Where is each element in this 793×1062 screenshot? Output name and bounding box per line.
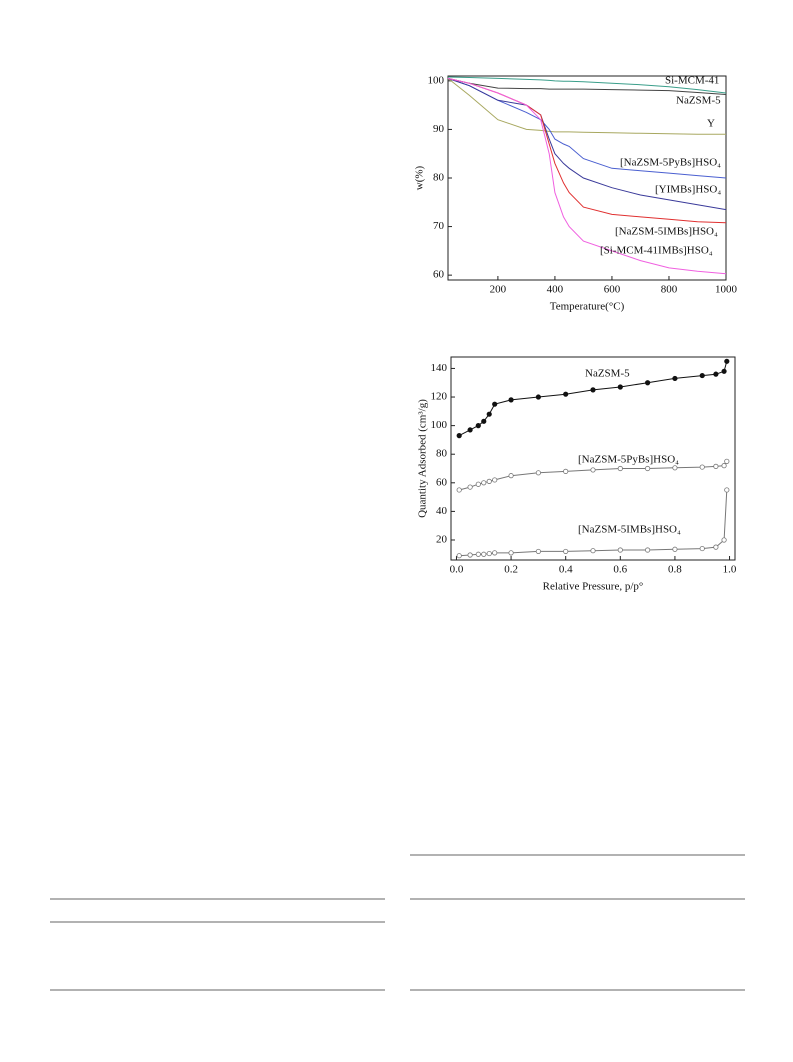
data-point xyxy=(721,368,727,374)
series-label: [NaZSM-5IMBs]HSO₄ xyxy=(578,524,681,536)
data-point xyxy=(508,473,514,479)
x-tick-label: 0.8 xyxy=(668,564,682,576)
series-label: NaZSM-5 xyxy=(585,368,630,380)
series-label: [NaZSM-5PyBs]HSO₄ xyxy=(620,157,721,169)
series-line xyxy=(459,461,728,491)
series-line xyxy=(447,77,727,179)
series-label: [YIMBs]HSO₄ xyxy=(655,184,721,196)
y-tick-label: 60 xyxy=(433,269,445,281)
series-label: [Si-MCM-41IMBs]HSO₄ xyxy=(600,245,713,257)
y-tick-label: 80 xyxy=(436,448,448,460)
data-point xyxy=(590,387,596,393)
x-tick-label: 0.2 xyxy=(504,564,518,576)
data-point xyxy=(486,550,492,557)
data-point xyxy=(492,401,498,407)
series-line xyxy=(447,78,726,135)
y-tick-label: 20 xyxy=(436,534,448,546)
series-line xyxy=(447,77,727,275)
data-point xyxy=(481,551,487,557)
data-point xyxy=(475,423,481,429)
data-point xyxy=(699,545,705,552)
y-tick-label: 60 xyxy=(436,476,448,488)
x-axis-label: Relative Pressure, p/p° xyxy=(543,581,644,593)
y-tick-label: 120 xyxy=(431,391,448,403)
data-point xyxy=(617,465,623,472)
series-line xyxy=(447,77,727,95)
data-point xyxy=(535,470,541,476)
data-point xyxy=(467,484,473,490)
data-point xyxy=(481,418,487,424)
data-point xyxy=(590,548,596,554)
data-point xyxy=(481,480,487,486)
y-tick-label: 70 xyxy=(433,220,445,232)
data-point xyxy=(467,427,473,433)
series-line xyxy=(447,77,727,211)
data-point xyxy=(492,550,498,556)
data-point xyxy=(672,465,678,471)
plot-frame xyxy=(450,356,736,561)
data-point xyxy=(672,546,678,552)
data-point xyxy=(713,544,719,550)
data-point xyxy=(724,458,730,464)
x-tick-label: 200 xyxy=(490,284,507,296)
data-point xyxy=(535,548,541,555)
series-label: [NaZSM-5IMBs]HSO₄ xyxy=(615,226,718,238)
data-point xyxy=(617,384,623,390)
data-point xyxy=(617,547,623,553)
data-point xyxy=(467,552,473,558)
series-line xyxy=(447,76,727,94)
y-tick-label: 90 xyxy=(433,123,445,135)
x-tick-label: 1000 xyxy=(715,284,738,296)
y-tick-label: 100 xyxy=(431,419,448,431)
series-label: Y xyxy=(707,118,715,130)
y-tick-label: 140 xyxy=(431,362,448,374)
data-point xyxy=(672,375,678,382)
data-point xyxy=(508,550,514,556)
data-point xyxy=(475,481,481,487)
data-point xyxy=(724,358,730,364)
data-point xyxy=(645,465,651,472)
x-tick-label: 0.6 xyxy=(613,564,627,576)
y-tick-label: 100 xyxy=(428,74,445,86)
data-point xyxy=(699,464,705,470)
data-point xyxy=(475,551,481,557)
data-point xyxy=(492,477,498,483)
data-point xyxy=(645,547,651,553)
series-label: Si-MCM-41 xyxy=(665,75,719,87)
data-point xyxy=(486,411,492,417)
data-point xyxy=(456,553,462,559)
x-tick-label: 600 xyxy=(604,284,621,296)
data-point xyxy=(721,463,727,469)
data-point xyxy=(486,478,492,484)
data-point xyxy=(645,380,651,386)
x-tick-label: 400 xyxy=(547,284,564,296)
y-axis-label: w(%) xyxy=(414,165,426,190)
data-point xyxy=(563,468,569,474)
data-point xyxy=(508,397,514,403)
data-point xyxy=(713,463,719,469)
series-label: NaZSM-5 xyxy=(676,95,721,107)
data-point xyxy=(456,433,462,439)
y-tick-label: 80 xyxy=(433,172,445,184)
data-point xyxy=(724,487,730,493)
data-point xyxy=(563,391,569,397)
data-point xyxy=(563,548,569,555)
data-point xyxy=(721,537,727,543)
data-point xyxy=(713,371,719,377)
x-tick-label: 1.0 xyxy=(723,564,737,576)
x-axis-label: Temperature(°C) xyxy=(550,301,625,313)
x-tick-label: 0.0 xyxy=(450,564,464,576)
x-tick-label: 0.4 xyxy=(559,564,573,576)
y-axis-label: Quantity Adsorbed (cm³/g) xyxy=(417,399,429,518)
y-tick-label: 40 xyxy=(436,505,448,517)
x-tick-label: 800 xyxy=(661,284,678,296)
data-point xyxy=(699,372,705,379)
data-point xyxy=(590,467,596,473)
data-point xyxy=(535,394,541,400)
data-point xyxy=(456,487,462,493)
series-label: [NaZSM-5PyBs]HSO₄ xyxy=(578,454,679,466)
